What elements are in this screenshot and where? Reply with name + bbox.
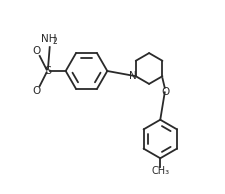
Text: NH: NH xyxy=(41,34,57,44)
Text: CH₃: CH₃ xyxy=(151,165,169,176)
Text: O: O xyxy=(32,46,40,56)
Text: O: O xyxy=(161,87,169,97)
Text: S: S xyxy=(44,66,52,76)
Text: O: O xyxy=(32,86,40,96)
Text: N: N xyxy=(129,71,136,81)
Text: 2: 2 xyxy=(53,37,58,46)
